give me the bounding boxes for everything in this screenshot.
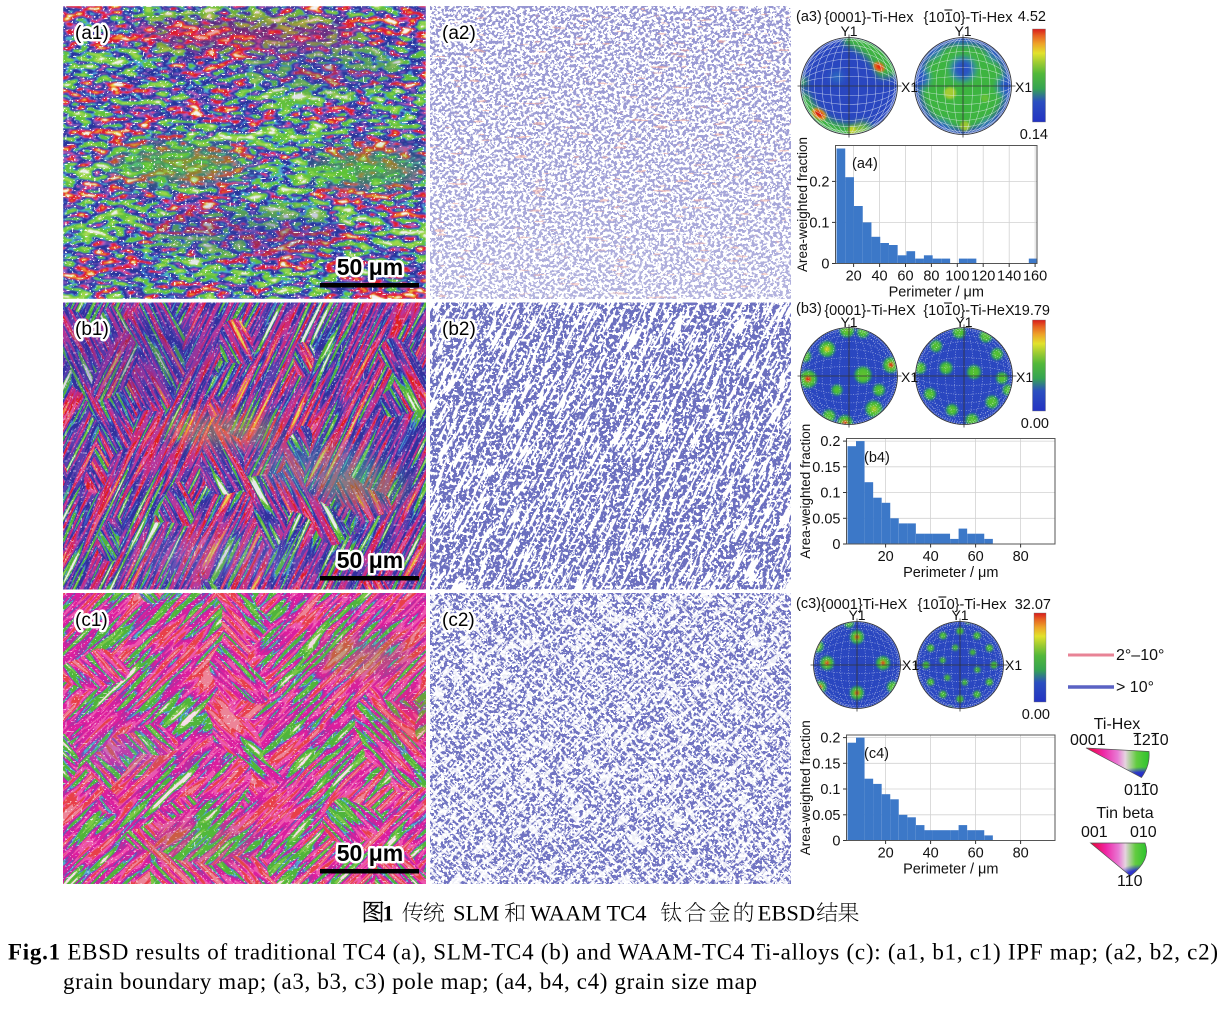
svg-text:Y1: Y1 bbox=[951, 607, 968, 623]
svg-text:0.14: 0.14 bbox=[1020, 127, 1048, 143]
svg-text:Y1: Y1 bbox=[840, 23, 857, 39]
svg-text:001: 001 bbox=[1081, 824, 1108, 841]
svg-text:0.2: 0.2 bbox=[820, 434, 840, 450]
svg-text:WAAM TC4: WAAM TC4 bbox=[530, 901, 646, 926]
svg-text:Perimeter / μm: Perimeter / μm bbox=[889, 285, 984, 301]
svg-text:SLM: SLM bbox=[453, 901, 499, 926]
svg-text:140: 140 bbox=[997, 269, 1021, 285]
svg-text:0001: 0001 bbox=[1070, 732, 1106, 749]
svg-text:> 10°: > 10° bbox=[1116, 679, 1154, 696]
svg-text:100: 100 bbox=[945, 269, 969, 285]
svg-text:40: 40 bbox=[871, 269, 887, 285]
svg-text:160: 160 bbox=[1023, 269, 1047, 285]
svg-text:X1: X1 bbox=[901, 79, 918, 95]
svg-text:grain boundary map; (a3, b3, c: grain boundary map; (a3, b3, c3) pole ma… bbox=[63, 969, 757, 994]
svg-text:010: 010 bbox=[1130, 824, 1157, 841]
svg-text:50 μm: 50 μm bbox=[337, 254, 404, 280]
svg-text:0.1: 0.1 bbox=[820, 486, 840, 502]
svg-text:0: 0 bbox=[832, 834, 840, 850]
svg-text:(a3): (a3) bbox=[796, 9, 822, 25]
svg-text:(b2): (b2) bbox=[442, 319, 476, 340]
svg-text:19.79: 19.79 bbox=[1014, 303, 1050, 319]
svg-text:0: 0 bbox=[832, 537, 840, 553]
svg-text:1210: 1210 bbox=[1133, 732, 1169, 749]
svg-text:0.15: 0.15 bbox=[812, 460, 840, 476]
svg-text:Y1: Y1 bbox=[840, 314, 857, 330]
svg-text:EBSD: EBSD bbox=[758, 901, 816, 926]
svg-text:0.2: 0.2 bbox=[809, 174, 829, 190]
svg-text:80: 80 bbox=[1013, 549, 1029, 565]
svg-text:40: 40 bbox=[923, 549, 939, 565]
svg-text:X1: X1 bbox=[1016, 369, 1033, 385]
svg-text:1: 1 bbox=[383, 901, 394, 926]
svg-text:(c2): (c2) bbox=[442, 610, 475, 631]
svg-text:(c3): (c3) bbox=[796, 596, 821, 612]
svg-text:2°–10°: 2°–10° bbox=[1116, 647, 1164, 664]
svg-text:(b4): (b4) bbox=[864, 450, 890, 466]
svg-text:60: 60 bbox=[968, 846, 984, 862]
svg-text:0.05: 0.05 bbox=[812, 808, 840, 824]
svg-text:Area-weighted fraction: Area-weighted fraction bbox=[798, 720, 813, 855]
svg-text:80: 80 bbox=[1013, 846, 1029, 862]
svg-text:X1: X1 bbox=[1005, 657, 1022, 673]
svg-text:60: 60 bbox=[968, 549, 984, 565]
svg-text:X1: X1 bbox=[901, 369, 918, 385]
svg-text:50 μm: 50 μm bbox=[337, 547, 404, 573]
svg-text:{0001}Ti-HeX: {0001}Ti-HeX bbox=[821, 597, 908, 613]
svg-text:Y1: Y1 bbox=[955, 314, 972, 330]
svg-text:{1010}-Ti-Hex: {1010}-Ti-Hex bbox=[924, 10, 1014, 26]
svg-text:Perimeter / μm: Perimeter / μm bbox=[903, 862, 998, 878]
svg-text:0.2: 0.2 bbox=[820, 731, 840, 747]
svg-text:50 μm: 50 μm bbox=[337, 840, 404, 866]
svg-text:Perimeter / μm: Perimeter / μm bbox=[903, 565, 998, 581]
svg-text:120: 120 bbox=[971, 269, 995, 285]
svg-text:0.00: 0.00 bbox=[1022, 707, 1050, 723]
svg-text:0.1: 0.1 bbox=[809, 215, 829, 231]
svg-text:(a4): (a4) bbox=[852, 156, 878, 172]
svg-text:{0001}-Ti-Hex: {0001}-Ti-Hex bbox=[825, 10, 915, 26]
svg-text:(c1): (c1) bbox=[75, 610, 108, 631]
svg-text:0.05: 0.05 bbox=[812, 511, 840, 527]
svg-text:80: 80 bbox=[923, 269, 939, 285]
svg-text:X1: X1 bbox=[1015, 79, 1032, 95]
svg-text:Tin beta: Tin beta bbox=[1096, 805, 1153, 822]
svg-text:{1010}-Ti-Hex: {1010}-Ti-Hex bbox=[918, 597, 1008, 613]
svg-text:40: 40 bbox=[923, 846, 939, 862]
svg-text:0: 0 bbox=[821, 257, 829, 273]
svg-text:(a2): (a2) bbox=[442, 23, 476, 44]
svg-text:0.15: 0.15 bbox=[812, 756, 840, 772]
svg-text:Ti-Hex: Ti-Hex bbox=[1094, 716, 1141, 733]
svg-text:20: 20 bbox=[846, 269, 862, 285]
svg-text:(a1): (a1) bbox=[75, 23, 109, 44]
svg-text:Area-weighted fraction: Area-weighted fraction bbox=[795, 137, 810, 272]
svg-text:Fig.1 EBSD results of traditio: Fig.1 EBSD results of traditional TC4 (a… bbox=[8, 940, 1218, 965]
svg-text:{0001}-Ti-HeX: {0001}-Ti-HeX bbox=[824, 303, 916, 319]
svg-text:Y1: Y1 bbox=[848, 607, 865, 623]
svg-text:(b1): (b1) bbox=[75, 319, 109, 340]
svg-text:Area-weighted fraction: Area-weighted fraction bbox=[798, 424, 813, 559]
svg-text:0110: 0110 bbox=[1124, 782, 1159, 799]
svg-text:{1010}-Ti-HeX: {1010}-Ti-HeX bbox=[923, 303, 1015, 319]
svg-text:(b3): (b3) bbox=[796, 301, 822, 317]
svg-text:4.52: 4.52 bbox=[1018, 9, 1046, 25]
svg-text:0.1: 0.1 bbox=[820, 782, 840, 798]
svg-text:20: 20 bbox=[878, 846, 894, 862]
svg-text:20: 20 bbox=[878, 549, 894, 565]
svg-text:Y1: Y1 bbox=[954, 23, 971, 39]
svg-text:X1: X1 bbox=[902, 657, 919, 673]
svg-text:60: 60 bbox=[897, 269, 913, 285]
svg-text:(c4): (c4) bbox=[864, 746, 889, 762]
svg-text:0.00: 0.00 bbox=[1021, 416, 1049, 432]
svg-text:110: 110 bbox=[1117, 873, 1143, 890]
svg-text:32.07: 32.07 bbox=[1015, 597, 1051, 613]
